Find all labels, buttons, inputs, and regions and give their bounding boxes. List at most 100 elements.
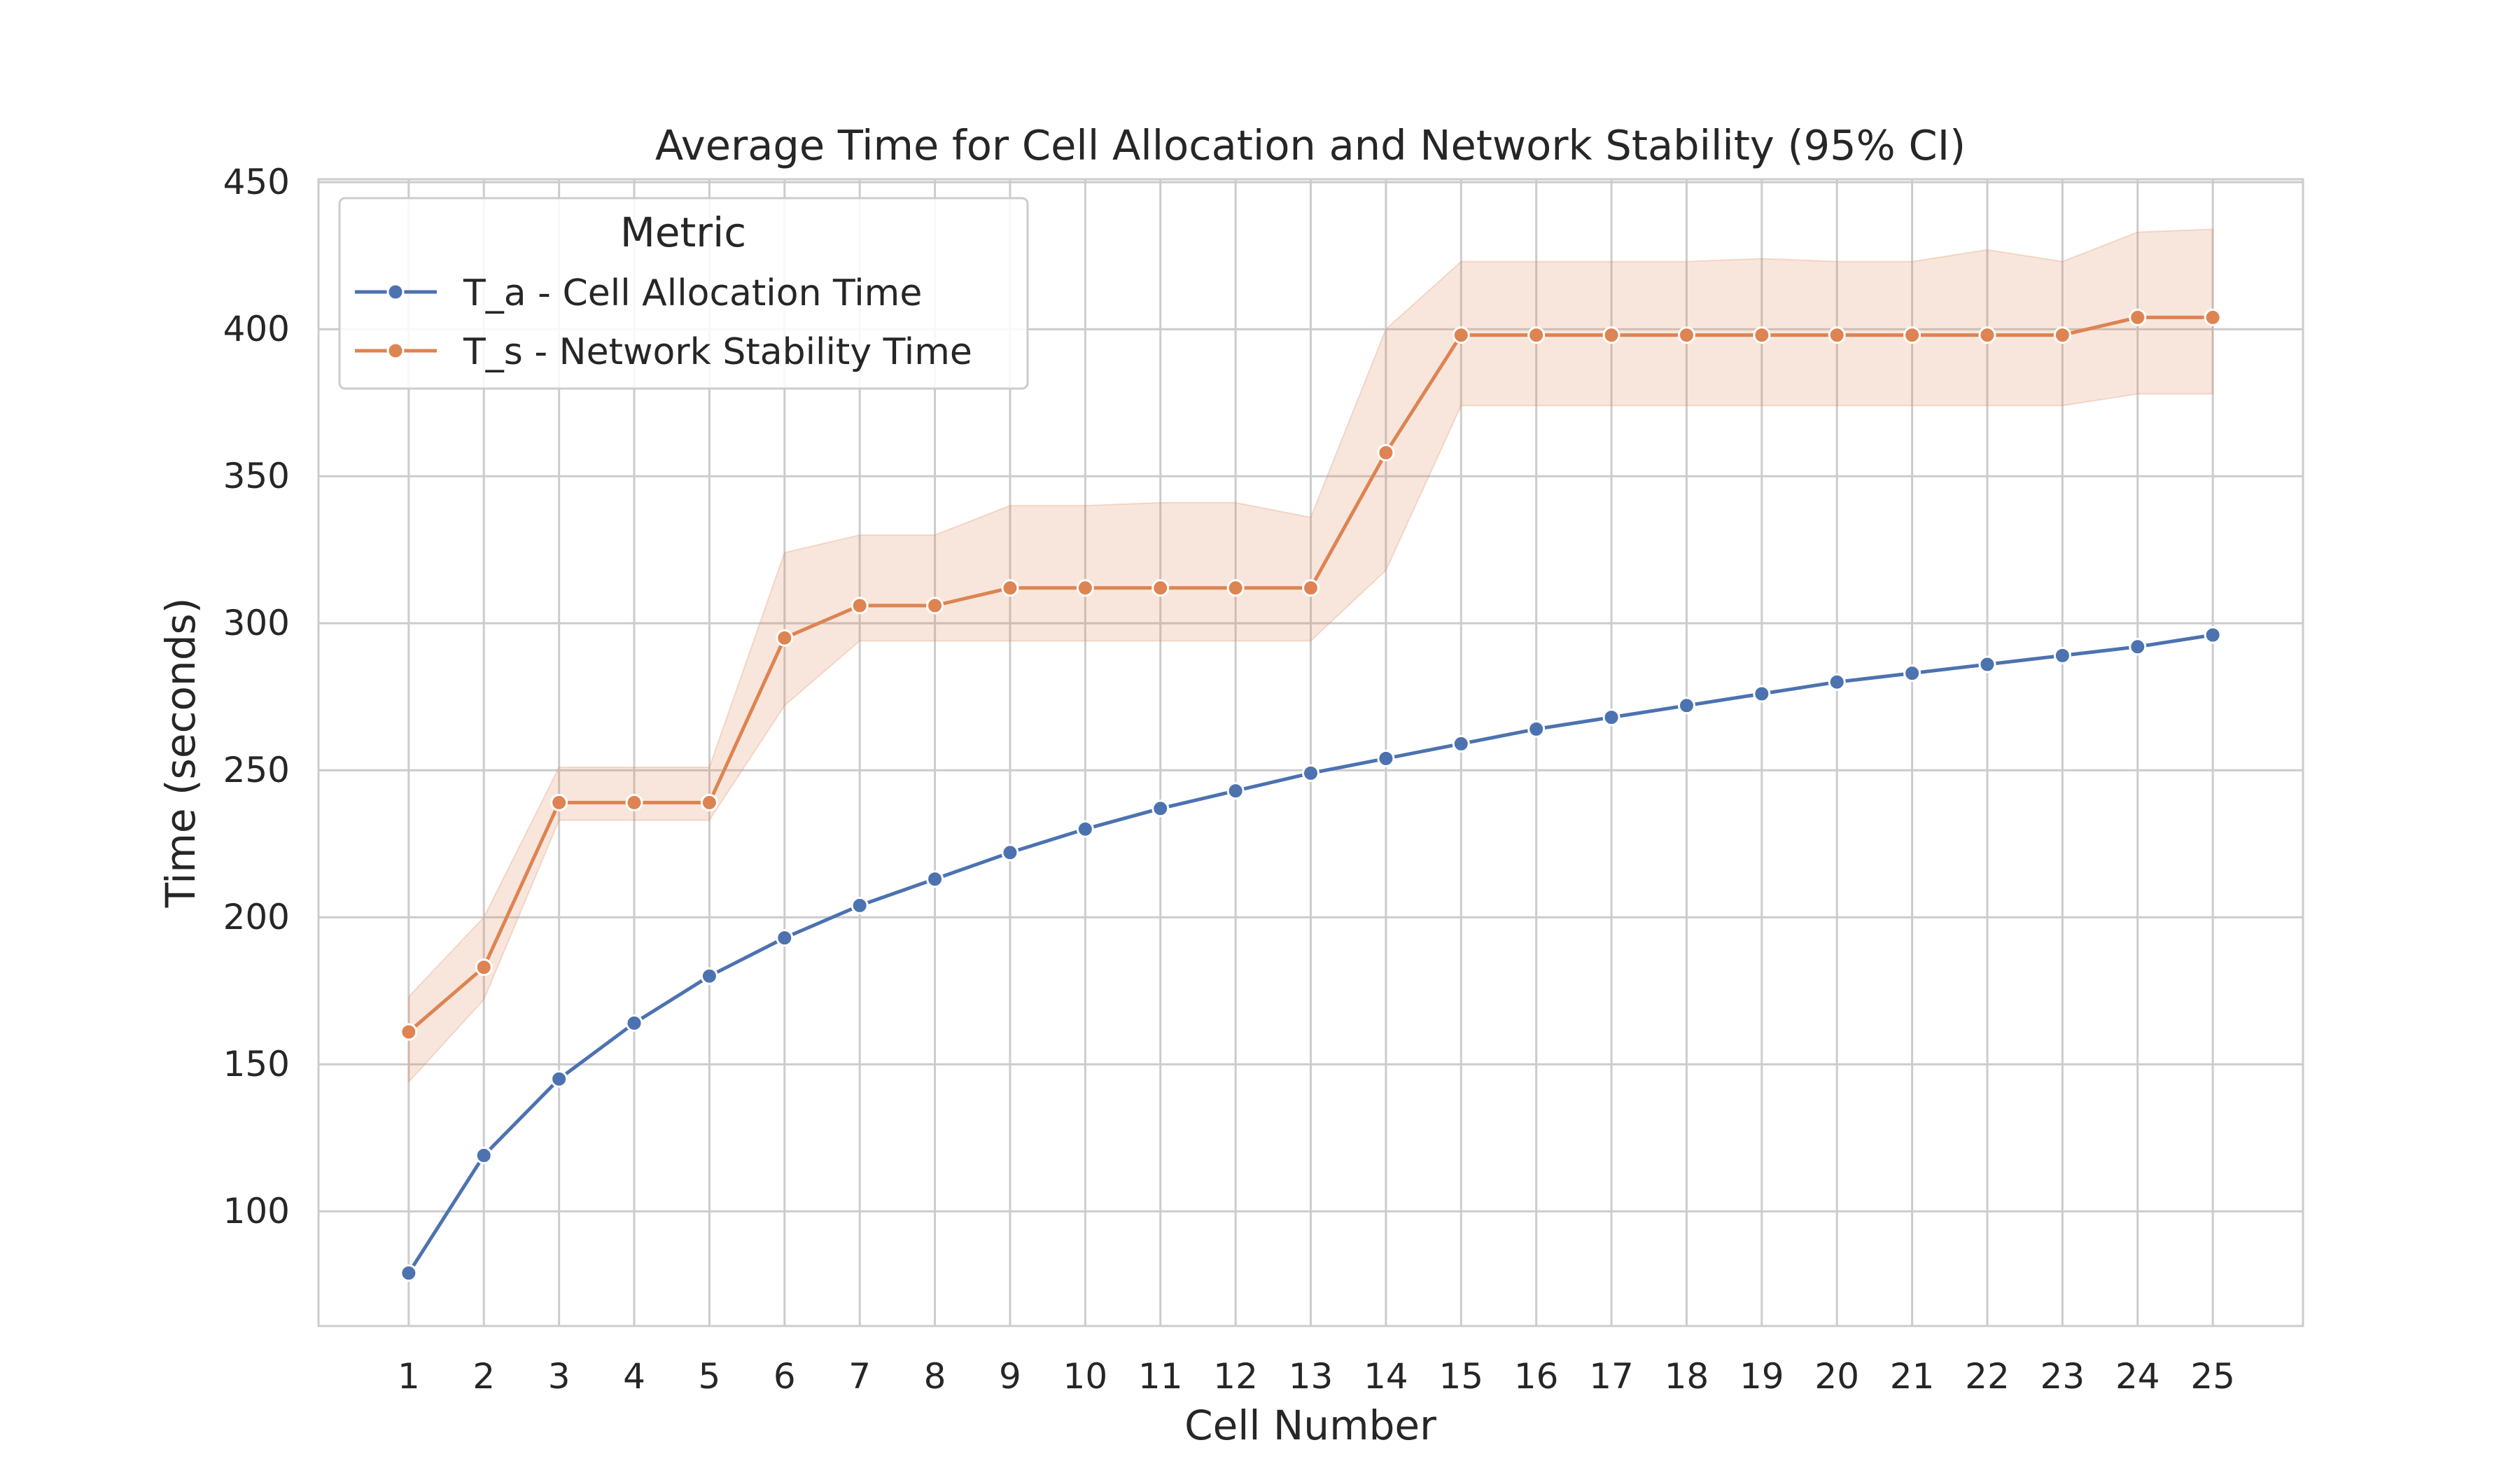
legend-marker-t-a [386, 283, 405, 301]
y-tick-label: 250 [223, 750, 290, 790]
data-point [700, 967, 718, 985]
data-point [776, 629, 794, 647]
data-point [1527, 720, 1546, 738]
y-tick-labels: 100 150 200 250 300 350 400 450 [223, 162, 290, 1231]
x-tick-label: 15 [1438, 1356, 1483, 1397]
x-tick-label: 23 [2040, 1356, 2085, 1397]
series-markers [400, 308, 2222, 1282]
y-tick-label: 400 [223, 309, 290, 349]
data-point [850, 596, 869, 615]
data-point [2204, 308, 2222, 326]
data-point [1978, 655, 1996, 673]
data-point [1152, 800, 1170, 818]
data-point [625, 793, 643, 811]
data-point [850, 896, 869, 914]
legend-entry-t-a: T_a - Cell Allocation Time [355, 272, 922, 314]
data-point [1302, 579, 1320, 597]
x-tick-label: 4 [623, 1356, 645, 1397]
data-point [1677, 326, 1695, 344]
x-tick-label: 8 [924, 1356, 946, 1397]
data-point [1677, 697, 1695, 715]
data-point [1602, 326, 1620, 344]
data-point [475, 1146, 493, 1164]
data-point [1602, 708, 1620, 727]
legend: Metric T_a - Cell Allocation Time T_s - … [338, 197, 1029, 390]
data-point [2053, 326, 2071, 344]
x-tick-label: 9 [999, 1356, 1021, 1397]
x-tick-label: 5 [699, 1356, 721, 1397]
data-point [1377, 749, 1395, 767]
legend-label-t-a: T_a - Cell Allocation Time [463, 272, 922, 314]
y-tick-label: 300 [223, 603, 290, 643]
x-tick-label: 12 [1213, 1356, 1258, 1397]
x-tick-label: 25 [2190, 1356, 2235, 1397]
y-tick-label: 200 [223, 897, 290, 937]
x-tick-label: 22 [1965, 1356, 2010, 1397]
x-tick-label: 19 [1740, 1356, 1784, 1397]
data-point [776, 929, 794, 947]
data-point [2129, 308, 2147, 326]
y-tick-label: 350 [223, 456, 290, 496]
confidence-bands [407, 228, 2214, 1084]
x-tick-label: 2 [472, 1356, 495, 1397]
legend-box [338, 197, 1029, 390]
x-axis-label: Cell Number [1184, 1402, 1436, 1449]
x-tick-label: 13 [1289, 1356, 1334, 1397]
data-point [625, 1014, 643, 1032]
x-tick-label: 3 [548, 1356, 570, 1397]
x-tick-label: 11 [1138, 1356, 1183, 1397]
data-point [400, 1264, 418, 1282]
x-tick-label: 18 [1665, 1356, 1709, 1397]
data-point [1753, 326, 1771, 344]
data-point [550, 793, 568, 811]
legend-marker-t-s [386, 342, 405, 360]
x-tick-labels: 1 2 3 4 5 6 7 8 9 10 11 12 13 14 15 16 17 18 19 20 21 22 23 24 2… [398, 1356, 2235, 1397]
data-point [1076, 579, 1094, 597]
data-point [926, 870, 944, 888]
y-tick-label: 150 [223, 1044, 290, 1084]
legend-label-t-s: T_s - Network Stability Time [463, 331, 972, 373]
data-point [1978, 326, 1996, 344]
data-point [2204, 626, 2222, 644]
x-tick-label: 16 [1514, 1356, 1559, 1397]
x-tick-label: 1 [398, 1356, 420, 1397]
data-point [1452, 734, 1470, 753]
y-axis-label: Time (seconds) [157, 598, 204, 909]
data-point [1076, 820, 1094, 838]
x-tick-label: 20 [1814, 1356, 1859, 1397]
legend-entry-t-s: T_s - Network Stability Time [355, 331, 972, 373]
data-point [1152, 579, 1170, 597]
data-point [1001, 844, 1019, 862]
y-tick-label: 450 [223, 162, 290, 202]
data-point [1001, 579, 1019, 597]
data-point [1828, 673, 1846, 691]
plot-area-frame [317, 178, 2304, 1327]
data-point [926, 596, 944, 615]
data-point [2053, 646, 2071, 664]
data-point [550, 1070, 568, 1088]
chart-title: Average Time for Cell Allocation and Net… [655, 121, 1966, 169]
data-point [475, 958, 493, 977]
x-tick-label: 17 [1589, 1356, 1634, 1397]
data-point [1377, 444, 1395, 462]
x-tick-label: 6 [774, 1356, 796, 1397]
data-point [1903, 326, 1921, 344]
x-tick-label: 10 [1063, 1356, 1108, 1397]
data-point [1452, 326, 1470, 344]
x-tick-label: 21 [1890, 1356, 1935, 1397]
data-point [1903, 664, 1921, 683]
x-tick-label: 14 [1364, 1356, 1408, 1397]
x-tick-label: 24 [2115, 1356, 2160, 1397]
data-point [1753, 685, 1771, 703]
data-point [1226, 782, 1245, 800]
confidence-band [407, 228, 2214, 1084]
data-point [700, 793, 718, 811]
x-tick-label: 7 [848, 1356, 871, 1397]
data-point [1226, 579, 1245, 597]
legend-title: Metric [620, 209, 746, 256]
data-point [400, 1023, 418, 1041]
data-point [1527, 326, 1546, 344]
data-point [1828, 326, 1846, 344]
